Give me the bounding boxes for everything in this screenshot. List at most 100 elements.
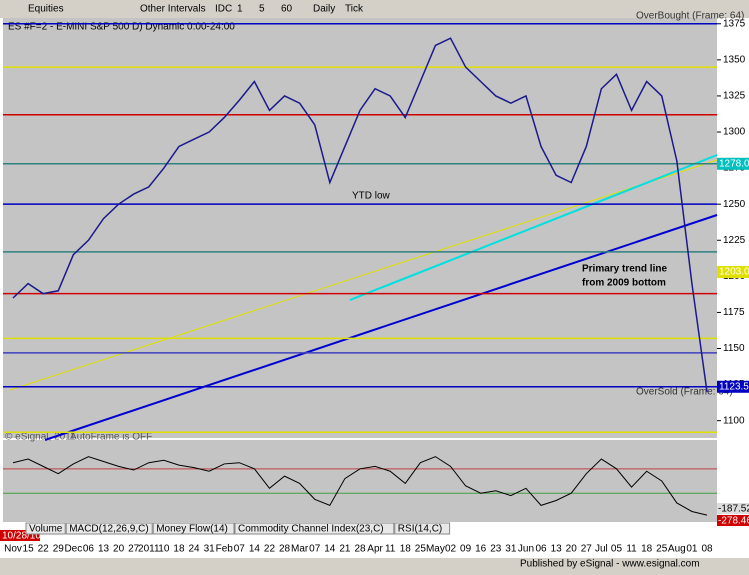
oscillator-pane [3, 440, 717, 522]
x-tick-label: 13 [98, 544, 110, 555]
tab-label[interactable]: MACD(12,26,9,C) [69, 524, 148, 535]
annotation: YTD low [352, 191, 391, 202]
tab-label[interactable]: Money Flow(14) [156, 524, 228, 535]
x-tick-label: 01 [686, 544, 698, 555]
oscillator-label-box [717, 515, 749, 526]
tab[interactable] [152, 522, 235, 535]
x-tick-label: 02 [445, 544, 457, 555]
toolbar [0, 0, 749, 18]
x-tick-label: 18 [641, 544, 653, 555]
x-tick-label: 18 [400, 544, 412, 555]
x-tick-label: May [426, 544, 445, 555]
x-tick-label: Jul [595, 544, 608, 555]
x-tick-label: 25 [415, 544, 427, 555]
toolbar-button[interactable]: 5 [259, 4, 265, 15]
menu[interactable]: Equities [28, 4, 64, 15]
x-tick-label: Dec [64, 544, 82, 555]
trend-line [9, 159, 718, 391]
tab[interactable] [25, 522, 66, 535]
tab-label[interactable]: RSI(14,C) [398, 524, 442, 535]
x-tick-label: 28 [354, 544, 366, 555]
annotation: from 2009 bottom [582, 278, 666, 289]
toolbar-button[interactable]: Daily [313, 4, 335, 15]
toolbar-button[interactable]: Tick [345, 4, 364, 15]
x-tick-label: 05 [611, 544, 623, 555]
y-tick-label: 1150 [723, 343, 745, 354]
y-tick-label: 1250 [723, 199, 746, 210]
x-tick-label: 22 [38, 544, 50, 555]
x-tick-label: 24 [188, 544, 200, 555]
x-tick-label: 31 [505, 544, 517, 555]
y-tick-label: 1300 [723, 127, 746, 138]
x-tick-label: 22 [264, 544, 276, 555]
y-tick-label: 1325 [723, 91, 746, 102]
x-tick-label: 06 [535, 544, 547, 555]
y-tick-label: 1350 [723, 54, 746, 65]
x-tick-label: 20 [566, 544, 578, 555]
x-tick-label: 11 [626, 544, 637, 555]
x-tick-label: 18 [173, 544, 185, 555]
x-tick-label: Aug [668, 544, 686, 555]
y-tick-label: 1100 [723, 415, 745, 426]
x-tick-label: 16 [475, 544, 487, 555]
oscillator-label: -187.52 [718, 504, 749, 515]
y-tick-label: 1175 [723, 307, 745, 318]
x-tick-label: 2011 [138, 544, 160, 555]
x-tick-label: 25 [656, 544, 668, 555]
x-tick-label: Mar [291, 544, 309, 555]
x-tick-label: 11 [385, 544, 396, 555]
x-tick-label: 15 [23, 544, 35, 555]
start-date-box [0, 530, 40, 541]
annotation: © eSignal, 2011 [5, 432, 76, 443]
annotation: OverBought (Frame: 64) [636, 11, 744, 22]
x-tick-label: 08 [701, 544, 713, 555]
toolbar-button[interactable]: 1 [237, 4, 243, 15]
x-tick-label: 27 [581, 544, 593, 555]
menu[interactable]: Other Intervals [140, 4, 206, 15]
x-tick-label: 23 [490, 544, 502, 555]
level-label: 1203.0 [719, 267, 749, 278]
oscillator-label: -278.46 [718, 516, 749, 527]
toolbar-button[interactable]: 60 [281, 4, 293, 15]
x-tick-label: 06 [83, 544, 95, 555]
chart-title: ES #F=2 - E-MINI S&P 500 D) Dynamic 0:00… [8, 22, 235, 33]
x-tick-label: 27 [128, 544, 140, 555]
level-label-box [717, 266, 749, 279]
level-label-box [717, 157, 749, 170]
toolbar-button[interactable]: IDC [215, 4, 232, 15]
tab[interactable] [234, 522, 395, 535]
status-bar [0, 558, 749, 570]
level-label: 1123.50 [719, 381, 749, 392]
tab[interactable] [394, 522, 451, 535]
price-pane [3, 18, 717, 438]
price-line [12, 37, 708, 392]
oscillator-line [12, 456, 708, 516]
annotation: AutoFrame is OFF [70, 432, 152, 443]
tab-label[interactable]: Commodity Channel Index(23,C) [238, 524, 384, 535]
x-tick-label: 13 [551, 544, 563, 555]
trend-line [349, 154, 718, 301]
x-tick-label: 14 [324, 544, 336, 555]
x-tick-label: 07 [309, 544, 321, 555]
footer: Published by eSignal - www.esignal.com [520, 559, 700, 570]
x-tick-label: 21 [339, 544, 351, 555]
x-tick-label: Feb [216, 544, 234, 555]
x-tick-label: 07 [234, 544, 246, 555]
x-tick-label: 28 [279, 544, 291, 555]
x-tick-label: 10 [158, 544, 170, 555]
x-tick-label: Apr [367, 544, 383, 555]
level-label-box [717, 380, 749, 393]
x-tick-label: 29 [53, 544, 65, 555]
x-tick-label: 20 [113, 544, 125, 555]
x-tick-label: 31 [204, 544, 216, 555]
tab[interactable] [65, 522, 153, 535]
annotation: OverSold (Frame: 64) [636, 387, 733, 398]
tab-label[interactable]: Volume [29, 524, 63, 535]
y-tick-label: 1225 [723, 235, 746, 246]
annotation: Primary trend line [582, 264, 667, 275]
start-date: 10/28/10 [2, 531, 41, 542]
level-label: 1278.0 [719, 158, 749, 169]
y-tick-label: 1375 [723, 18, 746, 29]
x-tick-label: 14 [249, 544, 261, 555]
